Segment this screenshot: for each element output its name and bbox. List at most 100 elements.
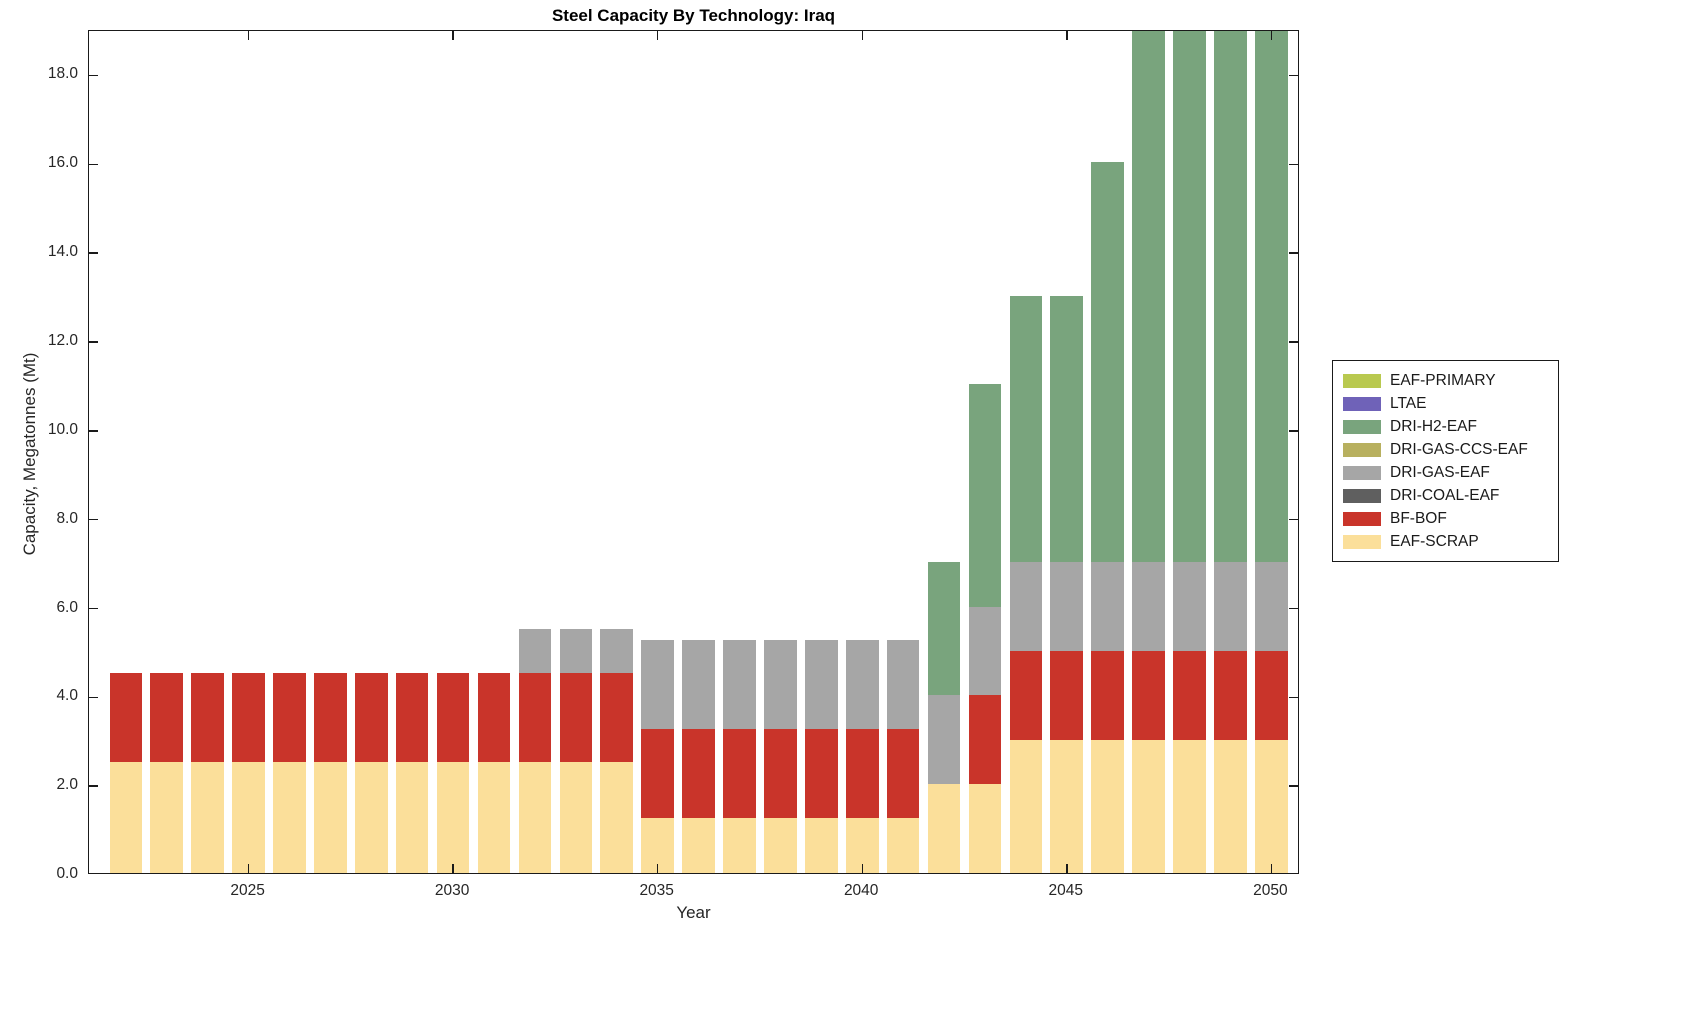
legend-label: DRI-GAS-EAF (1390, 463, 1490, 481)
plot-area (88, 30, 1299, 874)
bar-segment-eaf-scrap-2029 (395, 761, 429, 873)
bar-segment-bf-bof-2041 (886, 728, 920, 818)
bar-segment-dri-h2-eaf-2042 (927, 562, 961, 696)
legend-swatch-icon (1343, 419, 1381, 434)
bar-segment-eaf-scrap-2048 (1173, 739, 1206, 873)
legend-swatch-icon (1343, 488, 1381, 503)
bar-segment-bf-bof-2047 (1132, 650, 1165, 740)
x-tick-mark (452, 864, 454, 873)
legend-item-eaf-primary: EAF-PRIMARY (1343, 369, 1548, 392)
bar-segment-bf-bof-2048 (1173, 650, 1206, 740)
legend-label: DRI-H2-EAF (1390, 417, 1477, 435)
bar-segment-dri-gas-eaf-2050 (1255, 562, 1288, 651)
bar-segment-eaf-scrap-2038 (764, 817, 797, 873)
bar-segment-dri-gas-eaf-2032 (518, 628, 552, 674)
bar-segment-eaf-scrap-2030 (436, 761, 470, 873)
y-tick-mark (89, 696, 98, 699)
y-tick-mark (89, 341, 98, 343)
y-tick-mark (89, 430, 98, 432)
y-tick-mark (1289, 696, 1298, 699)
legend-swatch-icon (1343, 534, 1381, 549)
y-tick-label: 4.0 (56, 687, 78, 705)
bar-segment-dri-gas-eaf-2046 (1091, 562, 1124, 651)
y-tick-mark (89, 252, 98, 254)
bar-segment-eaf-scrap-2050 (1255, 739, 1288, 873)
y-tick-mark (1289, 252, 1298, 254)
bar-segment-eaf-scrap-2046 (1091, 739, 1124, 873)
bar-segment-dri-gas-eaf-2045 (1050, 562, 1084, 651)
legend-item-dri-coal-eaf: DRI-COAL-EAF (1343, 484, 1548, 507)
bar-segment-bf-bof-2030 (436, 673, 470, 762)
y-tick-mark (1289, 341, 1298, 343)
bar-segment-eaf-scrap-2049 (1214, 739, 1247, 873)
bar-segment-bf-bof-2023 (150, 673, 184, 762)
bar-segment-eaf-scrap-2025 (232, 761, 265, 873)
bar-segment-bf-bof-2039 (805, 728, 838, 818)
bar-segment-eaf-scrap-2027 (314, 761, 347, 873)
bar-segment-bf-bof-2024 (191, 673, 224, 762)
bar-segment-eaf-scrap-2036 (682, 817, 715, 873)
legend-item-bf-bof: BF-BOF (1343, 507, 1548, 530)
bar-segment-dri-h2-eaf-2050 (1255, 31, 1288, 563)
bar-segment-bf-bof-2035 (641, 728, 674, 818)
x-tick-mark (656, 864, 659, 873)
bar-segment-eaf-scrap-2032 (518, 761, 552, 873)
bar-segment-eaf-scrap-2039 (805, 817, 838, 873)
bar-segment-dri-h2-eaf-2047 (1132, 31, 1165, 563)
legend-item-dri-h2-eaf: DRI-H2-EAF (1343, 415, 1548, 438)
bar-segment-dri-gas-eaf-2044 (1009, 562, 1043, 651)
bar-segment-eaf-scrap-2028 (354, 761, 388, 873)
x-axis-label: Year (676, 903, 711, 922)
bar-segment-bf-bof-2046 (1091, 650, 1124, 740)
x-tick-label: 2045 (1048, 882, 1084, 899)
legend: EAF-PRIMARY LTAE DRI-H2-EAF DRI-GAS-CCS-EAF… (1332, 360, 1559, 562)
x-tick-mark (247, 31, 250, 40)
x-tick-mark (1270, 31, 1273, 40)
bar-segment-bf-bof-2031 (477, 673, 511, 762)
x-tick-label: 2050 (1253, 882, 1288, 899)
x-tick-label: 2040 (843, 882, 879, 899)
bar-segment-eaf-scrap-2041 (886, 817, 920, 873)
bar-segment-dri-h2-eaf-2044 (1009, 295, 1043, 563)
x-tick-mark (1270, 864, 1273, 873)
bar-segment-bf-bof-2043 (968, 695, 1002, 785)
y-tick-label: 10.0 (47, 420, 78, 438)
y-tick-label: 0.0 (56, 865, 78, 882)
bar-segment-bf-bof-2036 (682, 728, 715, 818)
y-tick-label: 2.0 (56, 776, 78, 794)
y-tick-mark (1289, 785, 1298, 787)
bar-segment-eaf-scrap-2035 (641, 817, 674, 873)
bar-segment-eaf-scrap-2044 (1009, 739, 1043, 873)
bar-segment-eaf-scrap-2026 (273, 761, 306, 873)
bar-segment-eaf-scrap-2033 (559, 761, 593, 873)
bar-segment-bf-bof-2029 (395, 673, 429, 762)
bar-segment-dri-gas-eaf-2039 (805, 639, 838, 729)
bar-segment-bf-bof-2045 (1050, 650, 1084, 740)
legend-swatch-icon (1343, 442, 1381, 457)
bar-segment-eaf-scrap-2037 (723, 817, 756, 873)
bar-segment-dri-gas-eaf-2041 (886, 639, 920, 729)
y-tick-label: 14.0 (47, 243, 78, 261)
legend-label: EAF-SCRAP (1390, 532, 1479, 550)
legend-swatch-icon (1343, 396, 1381, 411)
y-tick-label: 16.0 (47, 154, 78, 172)
legend-swatch-icon (1343, 373, 1381, 388)
bar-segment-dri-gas-eaf-2037 (723, 639, 756, 729)
bar-segment-eaf-scrap-2034 (600, 761, 634, 873)
bar-segment-dri-h2-eaf-2046 (1091, 162, 1124, 563)
bar-segment-dri-gas-eaf-2036 (682, 639, 715, 729)
x-tick-mark (247, 864, 250, 873)
bar-segment-dri-gas-eaf-2043 (968, 606, 1002, 696)
bar-segment-dri-gas-eaf-2035 (641, 639, 674, 729)
bar-segment-bf-bof-2026 (273, 673, 306, 762)
bar-segment-bf-bof-2049 (1214, 650, 1247, 740)
x-tick-mark (452, 31, 454, 40)
y-tick-mark (1289, 430, 1298, 432)
legend-item-eaf-scrap: EAF-SCRAP (1343, 530, 1548, 553)
bar-segment-eaf-scrap-2024 (191, 761, 224, 873)
bar-segment-eaf-scrap-2047 (1132, 739, 1165, 873)
bar-segment-bf-bof-2032 (518, 673, 552, 762)
legend-label: DRI-GAS-CCS-EAF (1390, 440, 1528, 458)
bar-segment-bf-bof-2038 (764, 728, 797, 818)
bar-segment-bf-bof-2050 (1255, 650, 1288, 740)
